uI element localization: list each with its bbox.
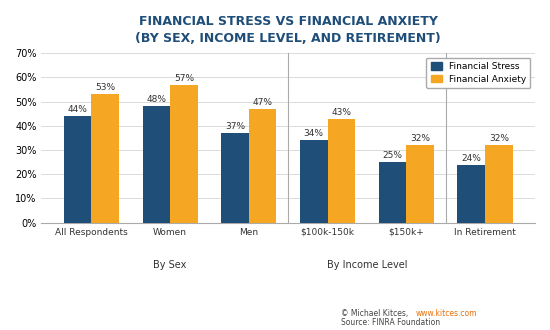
Text: 24%: 24% <box>461 154 481 163</box>
Bar <box>485 145 513 223</box>
Text: By Income Level: By Income Level <box>327 260 407 270</box>
Text: 57%: 57% <box>174 74 194 83</box>
Text: 32%: 32% <box>410 134 430 143</box>
Bar <box>249 109 276 223</box>
Text: 53%: 53% <box>95 83 115 92</box>
Text: Source: FINRA Foundation: Source: FINRA Foundation <box>341 318 440 327</box>
Bar <box>91 94 119 223</box>
Bar <box>300 140 328 223</box>
Bar <box>64 116 91 223</box>
Bar <box>221 133 249 223</box>
Text: 43%: 43% <box>331 108 351 116</box>
Text: 25%: 25% <box>382 151 403 160</box>
Bar <box>142 106 170 223</box>
Text: 32%: 32% <box>489 134 509 143</box>
Bar <box>458 165 485 223</box>
Bar <box>170 84 197 223</box>
Text: www.kitces.com: www.kitces.com <box>415 310 477 318</box>
Title: FINANCIAL STRESS VS FINANCIAL ANXIETY
(BY SEX, INCOME LEVEL, AND RETIREMENT): FINANCIAL STRESS VS FINANCIAL ANXIETY (B… <box>135 15 441 45</box>
Text: By Sex: By Sex <box>153 260 187 270</box>
Text: 48%: 48% <box>146 95 166 105</box>
Text: 47%: 47% <box>252 98 273 107</box>
Legend: Financial Stress, Financial Anxiety: Financial Stress, Financial Anxiety <box>426 58 531 88</box>
Text: 37%: 37% <box>225 122 245 131</box>
Bar <box>328 118 355 223</box>
Text: 34%: 34% <box>304 129 324 138</box>
Text: 44%: 44% <box>68 105 87 114</box>
Text: © Michael Kitces,: © Michael Kitces, <box>341 310 411 318</box>
Bar <box>379 162 406 223</box>
Bar <box>406 145 434 223</box>
